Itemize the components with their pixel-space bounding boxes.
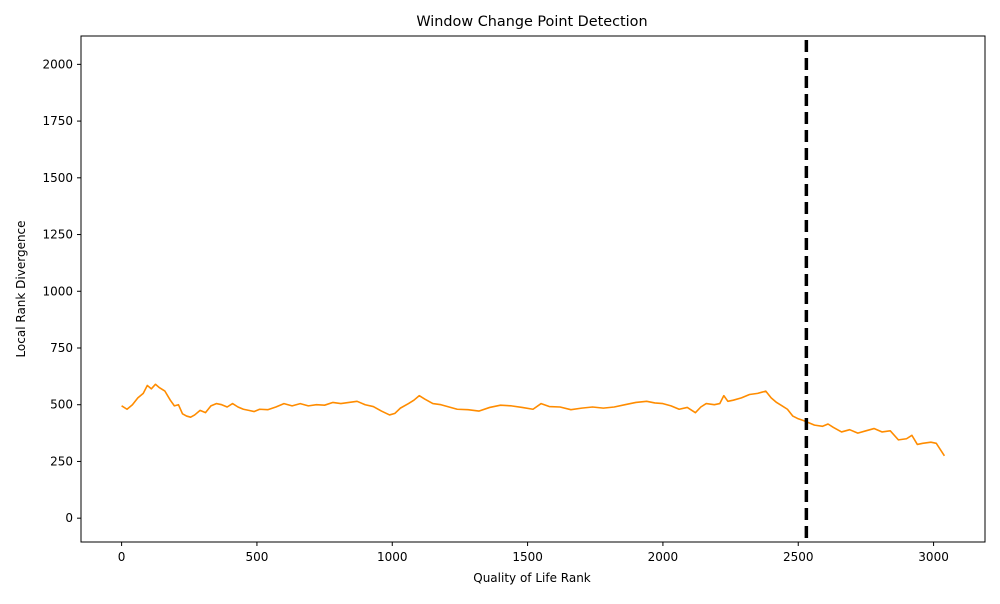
x-tick-label: 3000 bbox=[918, 550, 949, 564]
y-tick-label: 750 bbox=[50, 341, 73, 355]
x-tick-label: 2500 bbox=[783, 550, 814, 564]
y-tick-label: 250 bbox=[50, 454, 73, 468]
x-axis-label: Quality of Life Rank bbox=[473, 571, 591, 585]
chart-title: Window Change Point Detection bbox=[416, 14, 647, 30]
y-tick-label: 0 bbox=[65, 511, 73, 525]
y-tick-label: 1000 bbox=[42, 284, 73, 298]
x-tick-label: 2000 bbox=[648, 550, 679, 564]
axes-frame bbox=[80, 35, 986, 543]
plot-area bbox=[121, 40, 946, 542]
y-tick-label: 500 bbox=[50, 398, 73, 412]
x-tick-label: 1000 bbox=[377, 550, 408, 564]
x-tick-label: 1500 bbox=[512, 550, 543, 564]
x-tick-label: 500 bbox=[245, 550, 268, 564]
y-tick-label: 2000 bbox=[42, 57, 73, 71]
y-tick-label: 1250 bbox=[42, 228, 73, 242]
y-tick-label: 1750 bbox=[42, 114, 73, 128]
y-axis: 0 250 500 750 1000 1250 1500 1750 2000 bbox=[42, 57, 81, 525]
x-axis: 0 500 1000 1500 2000 2500 3000 bbox=[118, 542, 949, 564]
y-axis-label: Local Rank Divergence bbox=[14, 220, 28, 357]
x-tick-label: 0 bbox=[118, 550, 126, 564]
y-tick-label: 1500 bbox=[42, 171, 73, 185]
